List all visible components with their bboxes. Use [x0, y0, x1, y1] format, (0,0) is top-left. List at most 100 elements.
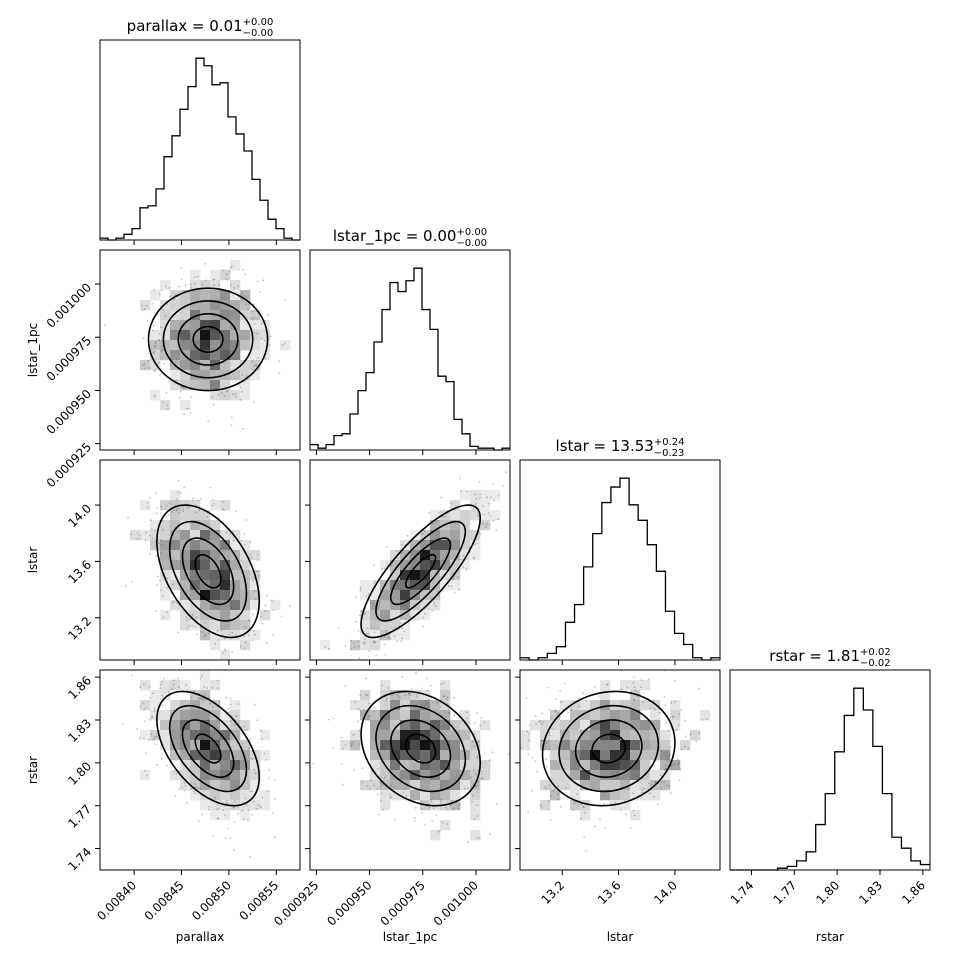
sample-point [144, 720, 146, 723]
density-cell [180, 570, 191, 581]
y-tick-label-lstar-1: 13.6 [65, 558, 94, 587]
density-cell [430, 600, 441, 611]
sample-point [482, 505, 484, 508]
density-cell [190, 380, 201, 391]
density-cell [210, 790, 221, 801]
sample-point [619, 808, 622, 811]
density-cell [440, 510, 451, 521]
sample-point [491, 751, 494, 754]
sample-point [473, 817, 476, 820]
sample-point [216, 817, 219, 820]
sample-point [225, 390, 228, 393]
sample-point [178, 511, 180, 514]
sample-point [153, 738, 156, 740]
sample-point [178, 285, 180, 288]
sample-point [192, 497, 194, 500]
sample-point [271, 811, 274, 814]
sample-point [497, 518, 499, 521]
sample-point [677, 763, 680, 766]
density-cell [590, 740, 601, 751]
sample-point [642, 701, 644, 703]
sample-point [159, 538, 162, 541]
sample-point [251, 360, 254, 363]
sample-point [142, 702, 145, 705]
sample-point [433, 601, 436, 604]
sample-point [540, 739, 543, 742]
x-tick-label-rstar-3: 1.83 [856, 878, 885, 907]
density-cell [430, 530, 441, 541]
sample-point [130, 532, 133, 535]
density-cell [450, 530, 461, 541]
sample-point [485, 524, 488, 526]
sample-point [158, 332, 161, 335]
density-cell [180, 590, 191, 601]
sample-point [660, 787, 663, 790]
sample-point [200, 788, 202, 790]
sample-point [252, 577, 255, 579]
sample-point [220, 629, 223, 632]
sample-point [453, 696, 456, 699]
sample-point [127, 516, 129, 519]
density-cell [230, 790, 241, 801]
sample-point [476, 804, 478, 807]
sample-point [674, 729, 677, 732]
density-cell [360, 690, 371, 701]
density-cell [210, 610, 221, 621]
sample-point [146, 319, 149, 322]
sample-point [207, 632, 210, 635]
density-cell [640, 750, 651, 761]
sample-point [422, 625, 425, 628]
sample-point [155, 512, 158, 515]
sample-point [456, 804, 459, 807]
density-cell [440, 690, 451, 701]
sample-point [235, 634, 237, 637]
density-cell [440, 760, 451, 771]
density-cell [260, 610, 271, 621]
sample-point [367, 593, 370, 596]
sample-point [357, 645, 360, 648]
density-cell [420, 710, 431, 721]
density-cell [160, 570, 171, 581]
sample-point [473, 543, 476, 546]
density-cell [230, 560, 241, 571]
density-cell [570, 740, 581, 751]
sample-point [458, 803, 461, 806]
sample-point [340, 736, 343, 739]
density-cell [420, 560, 431, 571]
density-cell [390, 610, 401, 621]
sample-point [246, 729, 248, 731]
density-cell [190, 700, 201, 711]
sample-point [659, 711, 661, 714]
density-cell [570, 710, 581, 721]
sample-point [421, 687, 423, 690]
sample-point [245, 374, 248, 377]
sample-point [488, 524, 491, 526]
sample-point [337, 627, 340, 630]
sample-point [312, 762, 315, 765]
sample-point [472, 745, 475, 747]
x-tick-label-rstar-1: 1.77 [771, 878, 800, 907]
sample-point [389, 796, 392, 799]
sample-point [229, 837, 232, 839]
sample-point [166, 586, 168, 589]
density-cell [630, 700, 641, 711]
sample-point [459, 558, 462, 561]
density-cell [250, 600, 261, 611]
density-cell [590, 750, 601, 761]
sample-point [358, 729, 361, 732]
sample-point [153, 370, 156, 373]
sample-point [243, 294, 246, 297]
density-cell [250, 770, 261, 781]
sample-point [684, 719, 687, 722]
density-cell [650, 770, 661, 781]
histogram-line-rstar [730, 687, 930, 871]
density-cell [230, 370, 241, 381]
sample-point [350, 648, 353, 651]
sample-point [342, 783, 344, 786]
sample-point [531, 756, 534, 759]
histogram-line-parallax [100, 57, 300, 241]
density-cell [390, 780, 401, 791]
sample-point [413, 819, 416, 822]
x-tick-label-rstar-0: 1.74 [728, 878, 757, 907]
sample-point [136, 728, 139, 731]
